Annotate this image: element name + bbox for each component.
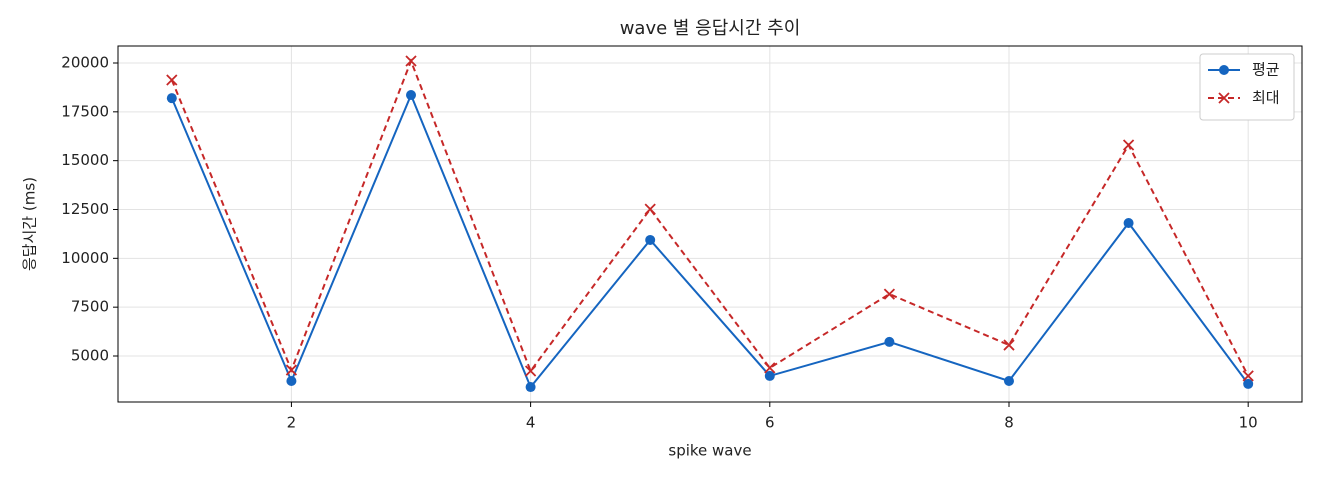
x-tick-label: 8 bbox=[1004, 414, 1014, 432]
point bbox=[285, 364, 298, 376]
point bbox=[764, 370, 775, 381]
point bbox=[644, 203, 656, 215]
y-tick-label: 17500 bbox=[61, 102, 109, 120]
point bbox=[1218, 92, 1230, 104]
point bbox=[1242, 370, 1254, 382]
legend-label: 평균 bbox=[1252, 61, 1280, 79]
y-tick-label: 15000 bbox=[61, 151, 109, 169]
point bbox=[524, 365, 537, 377]
y-axis-label: 응답시간 (ms) bbox=[21, 177, 39, 271]
legend-label: 최대 bbox=[1252, 89, 1280, 107]
chart-title: wave 별 응답시간 추이 bbox=[620, 18, 801, 39]
point bbox=[645, 234, 656, 245]
point bbox=[1003, 339, 1015, 351]
point bbox=[166, 74, 178, 86]
point bbox=[166, 93, 177, 104]
point bbox=[884, 336, 895, 347]
point bbox=[1123, 217, 1134, 228]
y-tick-label: 12500 bbox=[61, 200, 109, 218]
point bbox=[405, 55, 417, 67]
point bbox=[764, 362, 776, 374]
series-line bbox=[170, 92, 1249, 389]
x-tick-label: 6 bbox=[765, 414, 775, 432]
series-line bbox=[170, 58, 1250, 377]
legend-box bbox=[1199, 53, 1295, 121]
x-tick-label: 2 bbox=[287, 414, 297, 432]
y-tick-label: 10000 bbox=[61, 249, 109, 267]
x-axis-label: spike wave bbox=[668, 442, 751, 460]
point bbox=[1122, 139, 1135, 151]
point bbox=[406, 90, 417, 101]
x-tick-label: 4 bbox=[526, 414, 536, 432]
point bbox=[1003, 376, 1014, 387]
point bbox=[525, 382, 536, 393]
plot-frame bbox=[117, 45, 1303, 403]
point bbox=[883, 288, 896, 300]
x-tick-label: 10 bbox=[1239, 414, 1258, 432]
y-tick-label: 5000 bbox=[71, 346, 109, 364]
point bbox=[1219, 65, 1229, 75]
point bbox=[286, 376, 297, 387]
y-tick-label: 20000 bbox=[61, 53, 109, 71]
point bbox=[1243, 378, 1254, 389]
y-tick-label: 7500 bbox=[71, 298, 109, 316]
